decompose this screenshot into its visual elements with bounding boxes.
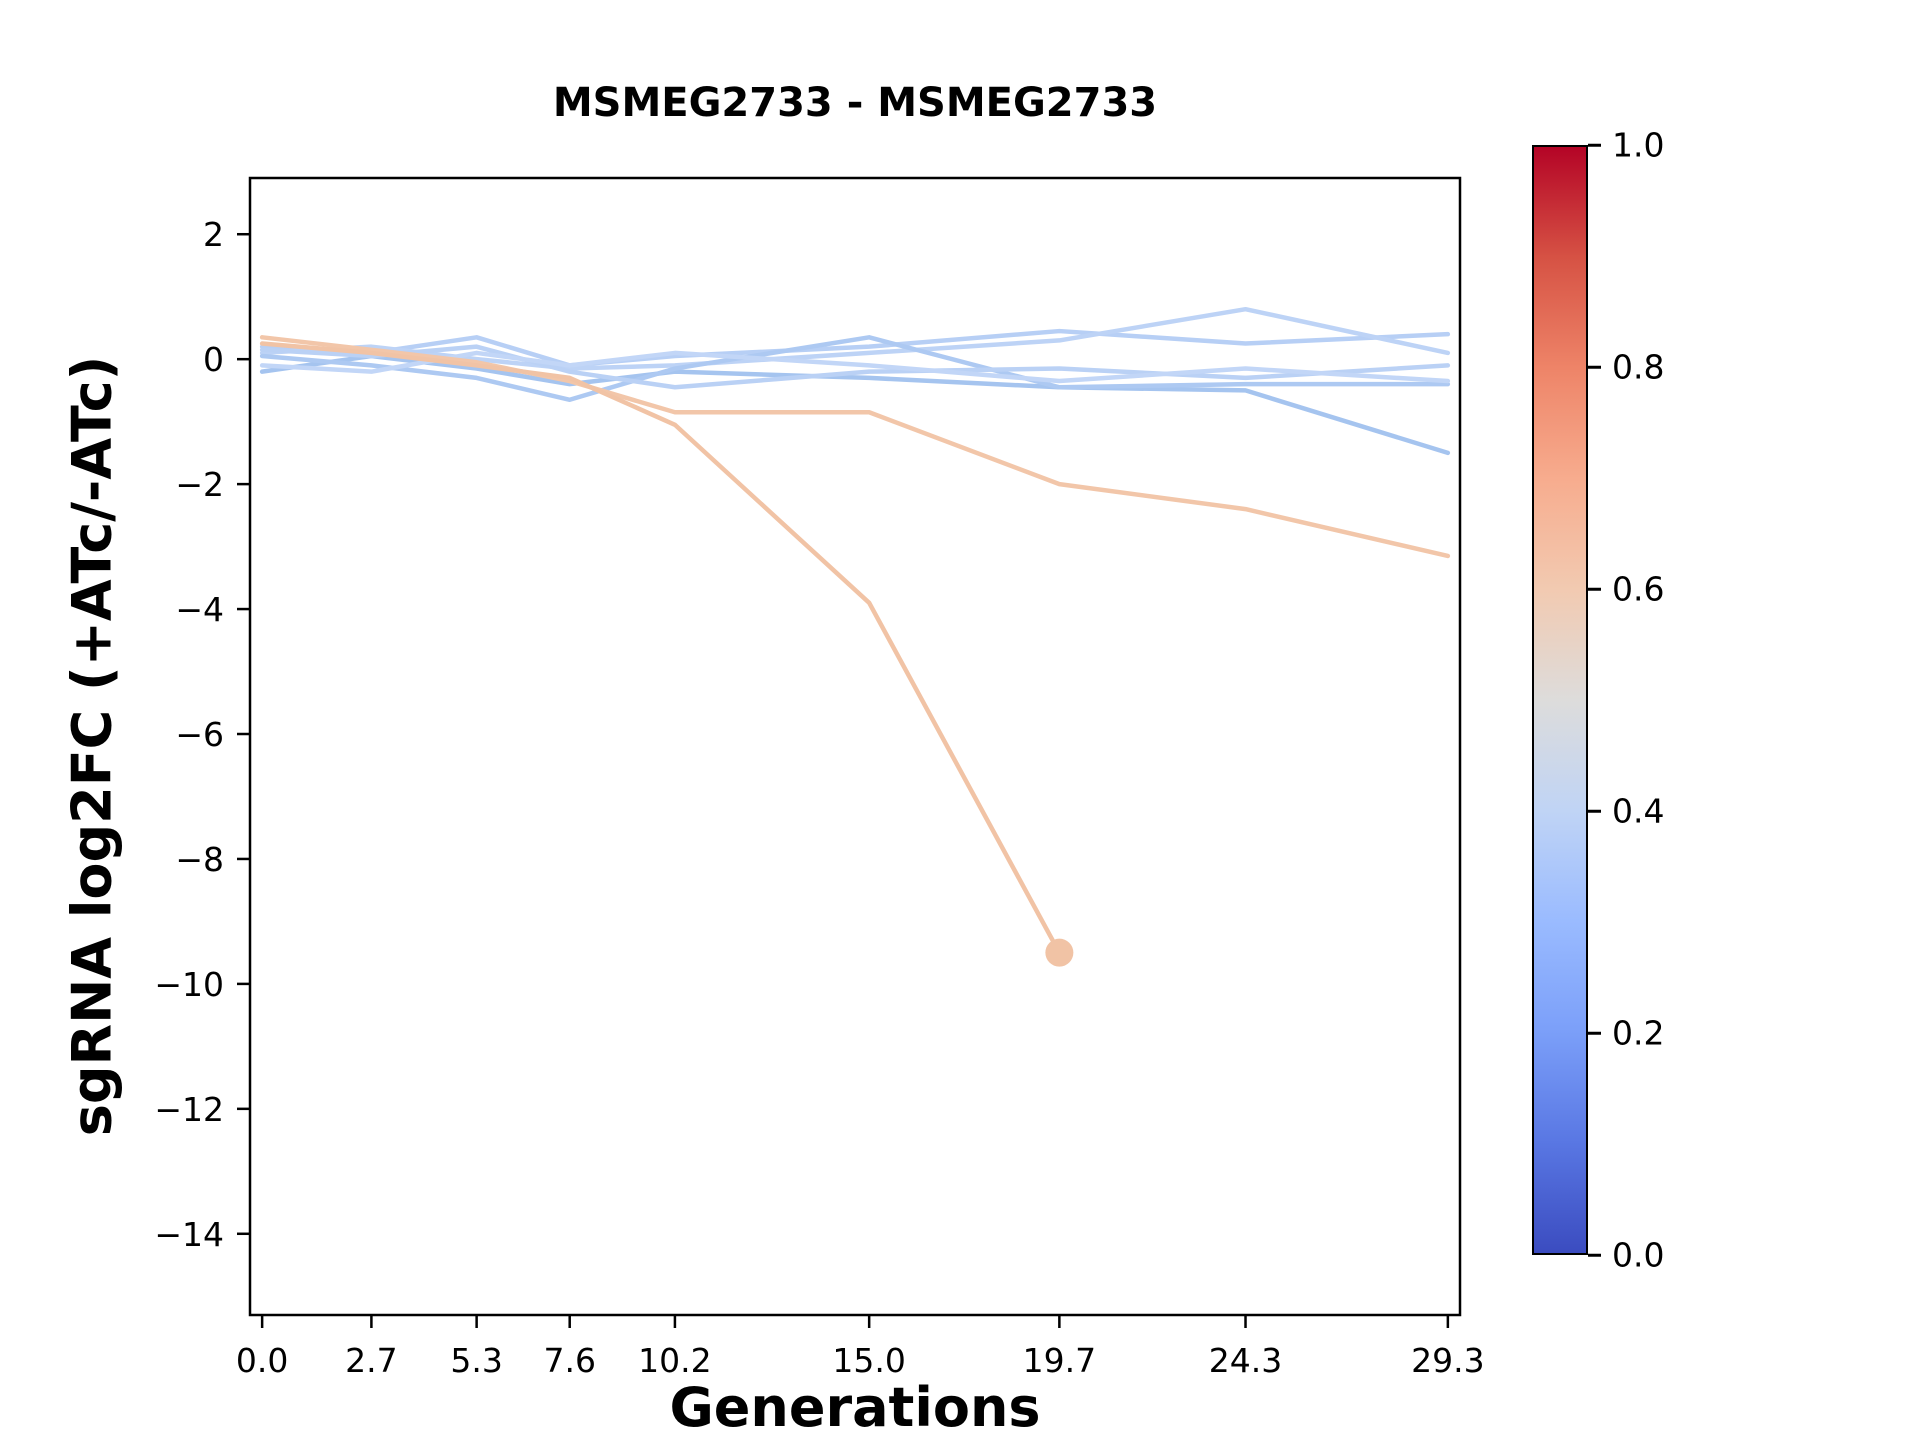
colorbar-tick-label: 0.6 [1612, 569, 1665, 609]
y-tick-label: −14 [154, 1215, 224, 1254]
series-line-1 [259, 328, 1451, 368]
x-tick-label: 7.6 [543, 1341, 595, 1380]
x-axis-label: Generations [669, 1376, 1041, 1439]
colorbar-tick-mark [1588, 587, 1601, 591]
x-tick-label: 2.7 [345, 1341, 397, 1380]
series-line-7 [259, 335, 1451, 559]
series-end-marker [1045, 938, 1074, 967]
x-tick-label: 24.3 [1209, 1341, 1282, 1380]
y-tick-label: −12 [154, 1090, 224, 1129]
colorbar-tick-mark [1588, 809, 1601, 813]
colorbar-tick-mark [1588, 365, 1601, 369]
colorbar-tick-mark [1588, 143, 1601, 147]
y-tick-label: −10 [154, 965, 224, 1004]
x-tick-label: 15.0 [832, 1341, 905, 1380]
y-tick-label: −2 [175, 465, 224, 504]
colorbar-tick-label: 0.0 [1612, 1235, 1665, 1275]
colorbar-tick-label: 0.8 [1612, 347, 1665, 387]
x-tick-label: 29.3 [1411, 1341, 1484, 1380]
x-tick-label: 0.0 [236, 1341, 288, 1380]
series-line-4 [259, 335, 1451, 403]
y-tick-label: 0 [203, 340, 224, 379]
series-line-8 [259, 341, 1062, 955]
axes-box [248, 176, 1462, 1317]
y-tick-label: −4 [175, 590, 224, 629]
y-tick-label: −8 [175, 840, 224, 879]
colorbar-tick-label: 1.0 [1612, 125, 1665, 165]
chart-title: MSMEG2733 - MSMEG2733 [552, 80, 1158, 126]
colorbar-tick-mark [1588, 1253, 1601, 1257]
x-tick-label: 19.7 [1023, 1341, 1096, 1380]
x-tick-label: 5.3 [450, 1341, 502, 1380]
colorbar-tick-mark [1588, 1031, 1601, 1035]
y-tick-label: 2 [203, 215, 224, 254]
series-line-3 [259, 353, 1451, 456]
y-tick-label: −6 [175, 715, 224, 754]
colorbar-tick-label: 0.2 [1612, 1013, 1665, 1053]
colorbar [1532, 145, 1588, 1255]
x-tick-label: 10.2 [638, 1341, 711, 1380]
series-line-6 [259, 350, 1451, 384]
colorbar-tick-label: 0.4 [1612, 791, 1665, 831]
